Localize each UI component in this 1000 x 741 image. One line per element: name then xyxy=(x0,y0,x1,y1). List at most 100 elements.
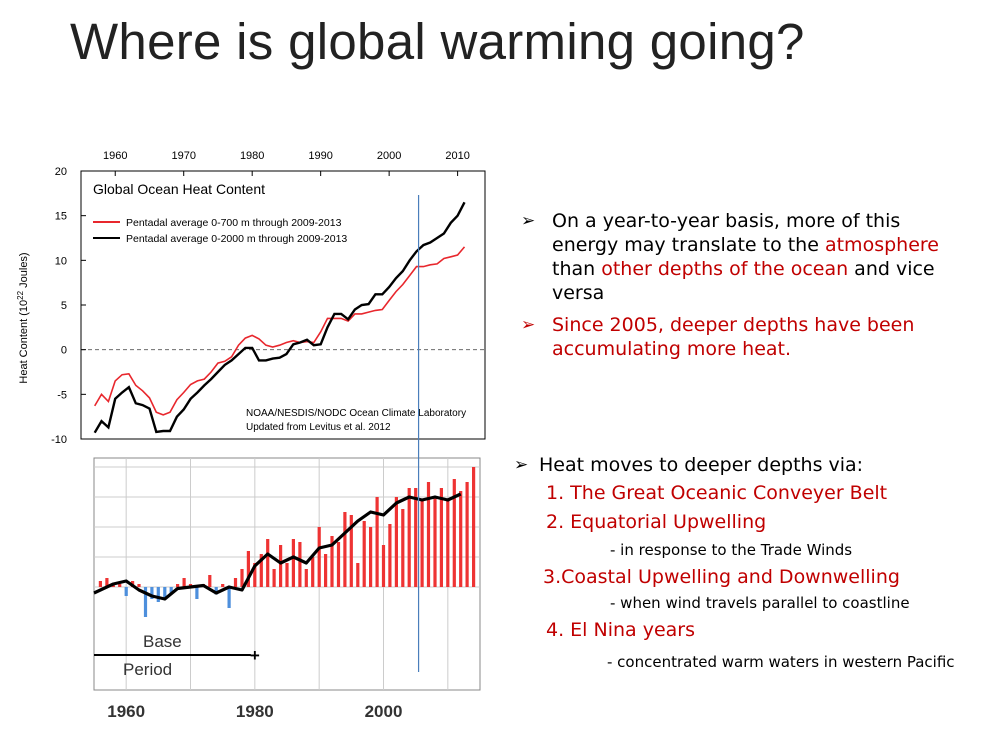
anomaly-bar xyxy=(439,488,443,587)
ohc-series xyxy=(93,201,466,434)
bullet-energy-translation: On a year-to-year basis, more of this en… xyxy=(552,209,972,305)
anomaly-bar xyxy=(394,497,398,587)
bullet-since-2005: Since 2005, deeper depths have been accu… xyxy=(552,313,952,361)
ohc-ytick-label: 10 xyxy=(55,255,67,267)
ohc-ylabel-main: Heat Content (10 xyxy=(18,300,30,384)
ohc-legend: Pentadal average 0-700 m through 2009-20… xyxy=(93,217,347,245)
anomaly-bar xyxy=(401,509,405,587)
anomaly-x-ticks: 1960 1980 2000 xyxy=(107,702,402,721)
anomaly-bars xyxy=(98,467,476,617)
anomaly-bar xyxy=(246,551,250,587)
anomaly-bar xyxy=(233,578,238,587)
bullet1-text-d: other depths of the ocean xyxy=(601,258,849,280)
ohc-title: Global Ocean Heat Content xyxy=(93,181,265,197)
ohc-source-annotation: NOAA/NESDIS/NODC Ocean Climate Laborator… xyxy=(246,408,466,419)
anomaly-bar xyxy=(407,488,411,587)
ohc-xtick-label: 1990 xyxy=(308,150,332,162)
anomaly-bar xyxy=(472,467,476,587)
ohc-ylabel-tail: Joules) xyxy=(18,252,30,291)
anomaly-bar xyxy=(279,545,283,587)
anomaly-bar xyxy=(208,575,212,587)
anomaly-bar xyxy=(362,521,366,587)
ohc-ylabel: Heat Content (1022 Joules) xyxy=(16,252,30,383)
anomaly-bar xyxy=(137,584,141,587)
mechanism-heading: Heat moves to deeper depths via: xyxy=(539,454,864,476)
anomaly-bar xyxy=(369,527,373,587)
base-period-label-2: Period xyxy=(123,660,172,679)
anomaly-xtick-label: 2000 xyxy=(365,702,403,721)
series-line-0-700m xyxy=(94,246,466,416)
anomaly-bar xyxy=(414,488,418,587)
anomaly-bar xyxy=(433,497,437,587)
bullet1-text-c: than xyxy=(552,258,602,280)
anomaly-bar xyxy=(459,491,463,587)
bullet-arrow-icon-2: ➢ xyxy=(514,455,529,475)
ohc-ytick-label: 5 xyxy=(61,300,67,312)
mechanism-item-2: 2. Equatorial Upwelling xyxy=(546,511,767,533)
anomaly-bar xyxy=(124,587,128,596)
ohc-ytick-label: -5 xyxy=(57,389,67,401)
anomaly-bar xyxy=(330,536,334,587)
anomaly-bar xyxy=(176,584,180,587)
anomaly-bar xyxy=(388,524,392,587)
anomaly-bar xyxy=(272,569,276,587)
anomaly-bar xyxy=(375,497,379,587)
anomaly-bar xyxy=(221,584,225,587)
slide-title: Where is global warming going? xyxy=(70,13,805,70)
anomaly-bar xyxy=(227,587,231,608)
anomaly-bar xyxy=(426,482,431,587)
anomaly-bar xyxy=(298,542,302,587)
anomaly-bar xyxy=(446,500,450,587)
anomaly-bar xyxy=(259,554,263,587)
ohc-xtick-label: 1970 xyxy=(171,150,195,162)
anomaly-bar xyxy=(118,584,122,587)
anomaly-xtick-label: 1980 xyxy=(236,702,274,721)
anomaly-bar xyxy=(343,512,347,587)
mechanism-note-3: - when wind travels parallel to coastlin… xyxy=(610,594,910,612)
ohc-xtick-label: 1960 xyxy=(103,150,127,162)
anomaly-bar xyxy=(452,479,456,587)
anomaly-bar xyxy=(336,542,341,587)
anomaly-bar xyxy=(324,554,328,587)
anomaly-bar xyxy=(156,587,160,602)
ohc-x-ticks: 1960 1970 1980 1990 2000 2010 xyxy=(103,150,470,176)
anomaly-bar xyxy=(143,587,148,617)
anomaly-bar xyxy=(356,563,360,587)
anomaly-bar xyxy=(311,557,315,587)
legend-label-0-700m: Pentadal average 0-700 m through 2009-20… xyxy=(126,217,342,229)
anomaly-bar xyxy=(253,563,257,587)
anomaly-bar xyxy=(98,581,102,587)
anomaly-xtick-label: 1960 xyxy=(107,702,145,721)
base-period-end-marker: + xyxy=(250,646,260,665)
bullet2-text: Since 2005, deeper depths have been accu… xyxy=(552,314,915,360)
ohc-ylabel-sup: 22 xyxy=(16,290,25,299)
mechanism-item-3: 3.Coastal Upwelling and Downwelling xyxy=(543,566,900,588)
anomaly-bar xyxy=(150,587,154,599)
anomaly-bar xyxy=(420,500,424,587)
bullet-arrow-icon: ➢ xyxy=(521,211,536,231)
anomaly-smoothed-line xyxy=(93,492,462,601)
series-line-0-2000m xyxy=(93,201,466,434)
anomaly-bar xyxy=(381,545,386,587)
anomaly-bar xyxy=(304,569,308,587)
anomaly-bar xyxy=(291,539,295,587)
anomaly-plot-frame xyxy=(93,457,481,691)
anomaly-smoothed xyxy=(93,492,462,601)
bullet-arrow-red-icon: ➢ xyxy=(521,315,536,335)
ohc-ytick-label: 15 xyxy=(55,211,67,223)
anomaly-bar xyxy=(266,539,270,587)
bullet1-text-e: and vice versa xyxy=(552,258,935,304)
ohc-ytick-label: 20 xyxy=(55,166,67,178)
anomaly-bar xyxy=(285,563,289,587)
anomaly-bar xyxy=(163,587,167,598)
mechanism-note-4: - concentrated warm waters in western Pa… xyxy=(607,653,955,671)
anomaly-bar xyxy=(105,578,109,587)
bullet1-text-a: On a year-to-year basis, more of this en… xyxy=(552,210,901,256)
ohc-ytick-label: -10 xyxy=(51,434,67,446)
anomaly-bar xyxy=(349,515,353,587)
mechanism-item-1: 1. The Great Oceanic Conveyer Belt xyxy=(546,482,888,504)
anomaly-bar xyxy=(240,569,244,587)
ohc-plot-frame xyxy=(80,170,486,440)
ohc-xtick-label: 2000 xyxy=(377,150,401,162)
